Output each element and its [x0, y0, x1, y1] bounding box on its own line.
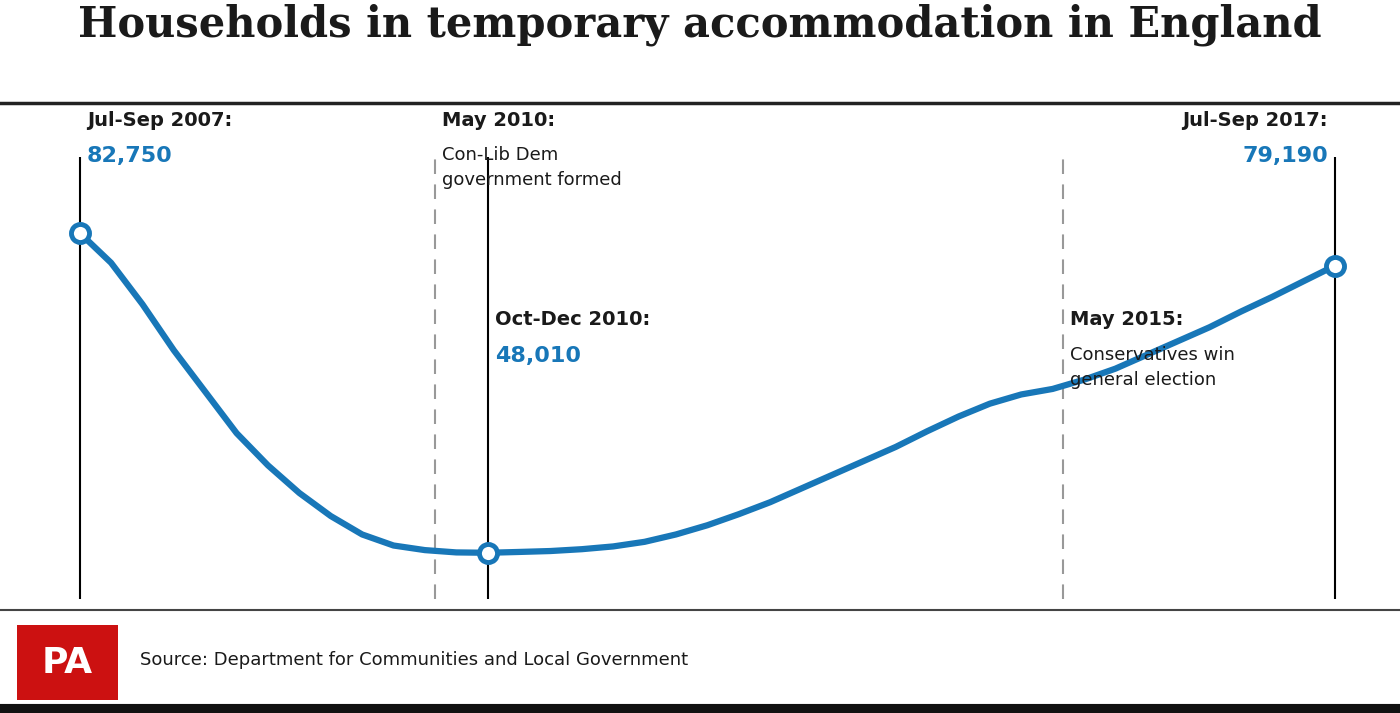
Text: PA: PA: [42, 646, 92, 679]
Text: Households in temporary accommodation in England: Households in temporary accommodation in…: [78, 4, 1322, 46]
Text: 79,190: 79,190: [1242, 146, 1329, 166]
Text: Con-Lib Dem
government formed: Con-Lib Dem government formed: [442, 146, 622, 189]
Text: Conservatives win
general election: Conservatives win general election: [1070, 346, 1235, 389]
Text: May 2010:: May 2010:: [442, 111, 554, 130]
Text: May 2015:: May 2015:: [1070, 310, 1183, 329]
Text: 82,750: 82,750: [87, 146, 172, 166]
Text: Oct-Dec 2010:: Oct-Dec 2010:: [494, 310, 650, 329]
Text: Jul-Sep 2007:: Jul-Sep 2007:: [87, 111, 232, 130]
Text: Jul-Sep 2017:: Jul-Sep 2017:: [1183, 111, 1329, 130]
Text: 48,010: 48,010: [494, 346, 581, 366]
Text: Source: Department for Communities and Local Government: Source: Department for Communities and L…: [140, 650, 689, 669]
